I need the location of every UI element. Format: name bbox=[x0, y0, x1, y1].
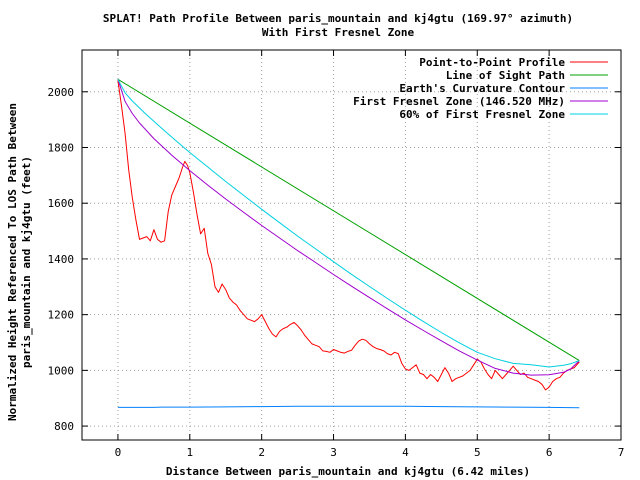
chart-title: SPLAT! Path Profile Between paris_mounta… bbox=[103, 12, 573, 25]
x-tick-label: 0 bbox=[115, 446, 122, 459]
y-tick-label: 1600 bbox=[48, 197, 75, 210]
x-tick-label: 7 bbox=[618, 446, 625, 459]
y-tick-label: 2000 bbox=[48, 86, 75, 99]
legend-label: Point-to-Point Profile bbox=[419, 56, 565, 69]
x-tick-label: 2 bbox=[258, 446, 265, 459]
x-tick-label: 5 bbox=[474, 446, 481, 459]
y-axis-title-line1: Normalized Height Referenced To LOS Path… bbox=[6, 103, 19, 421]
y-tick-label: 800 bbox=[54, 420, 74, 433]
series-line-earth-s-curvature-contour bbox=[117, 405, 580, 409]
x-axis-title: Distance Between paris_mountain and kj4g… bbox=[166, 465, 530, 478]
series-line-first-fresnel-zone-146-520-mhz bbox=[117, 79, 580, 376]
x-tick-label: 1 bbox=[186, 446, 193, 459]
legend-label: Earth's Curvature Contour bbox=[399, 82, 565, 95]
y-tick-label: 1800 bbox=[48, 142, 75, 155]
legend-label: 60% of First Fresnel Zone bbox=[399, 108, 565, 121]
y-tick-label: 1200 bbox=[48, 309, 75, 322]
x-tick-label: 3 bbox=[330, 446, 337, 459]
y-tick-label: 1000 bbox=[48, 364, 75, 377]
series-line-point-to-point-profile bbox=[117, 80, 580, 391]
plot-border bbox=[81, 49, 622, 441]
legend-label: Line of Sight Path bbox=[446, 69, 565, 82]
x-tick-label: 4 bbox=[402, 446, 409, 459]
y-tick-label: 1400 bbox=[48, 253, 75, 266]
legend-label: First Fresnel Zone (146.520 MHz) bbox=[353, 95, 565, 108]
y-axis-title-line2: paris_mountain and kj4gtu (feet) bbox=[20, 156, 33, 368]
series-line-60-of-first-fresnel-zone bbox=[117, 79, 580, 368]
axis-ticks: 0 1 2 3 4 5 6 7 800 1000 1200 1400 1600 1800 2000 bbox=[48, 50, 625, 459]
series-line-line-of-sight-path bbox=[117, 78, 580, 362]
x-tick-label: 6 bbox=[546, 446, 553, 459]
plot-series bbox=[117, 78, 580, 409]
chart-subtitle: With First Fresnel Zone bbox=[262, 26, 415, 39]
